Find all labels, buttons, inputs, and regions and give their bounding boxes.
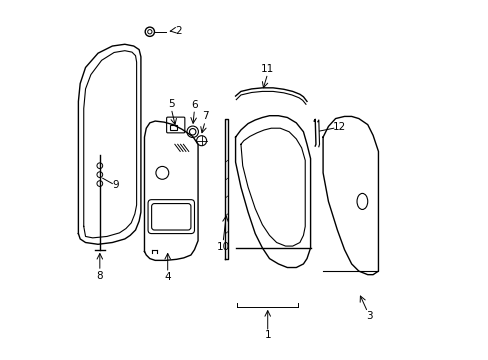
Bar <box>170 125 176 130</box>
Text: 6: 6 <box>191 100 198 110</box>
Text: 8: 8 <box>96 271 103 281</box>
Text: 10: 10 <box>216 242 229 252</box>
Text: 5: 5 <box>167 99 174 109</box>
Text: 3: 3 <box>366 311 372 321</box>
Text: 4: 4 <box>164 272 171 282</box>
Text: 9: 9 <box>112 180 119 190</box>
Text: 12: 12 <box>332 122 345 132</box>
Text: 2: 2 <box>175 26 182 36</box>
Text: 7: 7 <box>202 111 209 121</box>
Text: 11: 11 <box>261 64 274 74</box>
Text: 1: 1 <box>264 330 270 341</box>
